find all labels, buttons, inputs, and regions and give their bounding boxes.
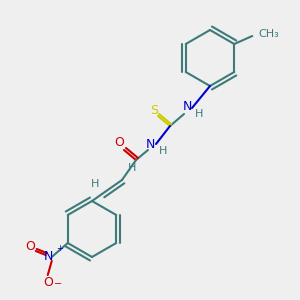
Text: H: H xyxy=(91,179,99,189)
Text: H: H xyxy=(195,109,203,119)
Text: CH₃: CH₃ xyxy=(258,29,279,39)
Text: O: O xyxy=(114,136,124,149)
Text: N: N xyxy=(182,100,192,112)
Text: O: O xyxy=(43,275,53,289)
Text: +: + xyxy=(56,244,63,253)
Text: H: H xyxy=(159,146,167,156)
Text: O: O xyxy=(25,241,35,254)
Text: H: H xyxy=(128,163,136,173)
Text: N: N xyxy=(44,250,53,262)
Text: N: N xyxy=(145,137,155,151)
Text: −: − xyxy=(54,279,62,289)
Text: S: S xyxy=(150,103,158,116)
